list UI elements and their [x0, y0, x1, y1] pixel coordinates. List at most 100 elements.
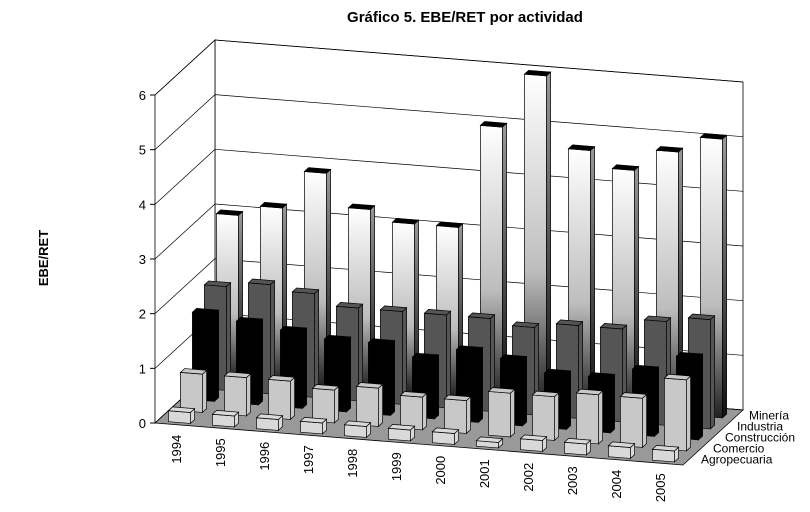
bar — [563, 438, 592, 456]
bar-side — [246, 373, 251, 417]
bar — [531, 390, 560, 442]
bar — [167, 406, 196, 425]
bar-top — [687, 313, 716, 320]
bar-top — [487, 387, 516, 394]
bar-top — [255, 413, 284, 420]
bar-side — [698, 353, 703, 441]
bar-side — [390, 339, 395, 417]
bar — [223, 371, 252, 417]
bar-front — [312, 387, 335, 424]
bar — [399, 391, 428, 431]
bar-top — [499, 354, 528, 361]
y-tick-label: 1 — [139, 361, 146, 376]
series-label: Agropecuaria — [701, 453, 773, 467]
bar-top — [279, 325, 308, 333]
bar-top — [479, 121, 508, 128]
bar-side — [598, 390, 603, 445]
bar-front — [608, 445, 631, 459]
bar-front — [444, 398, 467, 434]
bar-top — [575, 388, 604, 396]
bar-top — [651, 445, 680, 452]
bar-top — [607, 441, 636, 448]
bar-side — [522, 355, 527, 427]
x-tick-label: 1997 — [301, 445, 316, 474]
bar-top — [391, 217, 420, 225]
bar-top — [655, 146, 684, 153]
bar-top — [643, 315, 672, 322]
bar-front — [388, 427, 411, 442]
bar-top — [443, 394, 472, 401]
bar-top — [203, 280, 232, 287]
bar-top — [611, 164, 640, 171]
bar-side — [686, 375, 691, 452]
bar-top — [223, 371, 252, 379]
bar-top — [475, 436, 504, 443]
y-tick-label: 4 — [139, 197, 146, 212]
grid-line — [154, 94, 744, 150]
bar-side — [610, 373, 615, 434]
bar — [431, 427, 460, 446]
bar — [475, 436, 504, 449]
y-tick-label: 0 — [139, 416, 146, 431]
bar-top — [311, 384, 340, 391]
bar-top — [435, 221, 464, 228]
x-tick-label: 1994 — [169, 435, 184, 464]
bar-front — [212, 413, 235, 428]
grid-line — [154, 203, 744, 260]
y-tick-label: 3 — [139, 252, 146, 267]
x-tick-label: 2005 — [653, 473, 668, 502]
bar-front — [224, 375, 247, 417]
x-tick-label: 2001 — [477, 459, 492, 488]
bar-side — [402, 306, 407, 406]
bar — [607, 441, 636, 460]
bar — [211, 410, 240, 428]
bar-side — [346, 336, 351, 413]
bar — [487, 387, 516, 438]
bar-top — [467, 312, 496, 319]
y-tick-label: 2 — [139, 307, 146, 322]
bar-top — [543, 368, 572, 376]
bar-top — [531, 390, 560, 398]
bar-side — [290, 376, 295, 421]
bar-top — [511, 321, 540, 328]
bar-top — [387, 424, 416, 431]
bar-top — [399, 391, 428, 398]
bar-side — [590, 145, 595, 409]
bar-front — [532, 394, 555, 441]
bar — [355, 382, 384, 428]
bar-top — [455, 345, 484, 352]
bar-side — [434, 354, 439, 420]
bar-front — [268, 379, 291, 420]
bar-top — [303, 167, 332, 174]
series-label: Minería — [749, 409, 789, 423]
bar-top — [619, 392, 648, 399]
bar-side — [510, 388, 515, 438]
bar — [267, 375, 296, 421]
bar-front — [652, 448, 675, 463]
bar-side — [654, 366, 659, 438]
bar-front — [300, 420, 323, 435]
bar-top — [599, 323, 628, 330]
bar-side — [554, 392, 559, 442]
bar-side — [466, 395, 471, 435]
bar — [575, 388, 604, 445]
bar-top — [215, 209, 244, 216]
grid-line — [154, 258, 744, 314]
bar — [663, 373, 692, 452]
x-tick-label: 1998 — [345, 449, 360, 478]
bar-front — [488, 391, 511, 438]
grid-line — [154, 39, 744, 96]
bar-top — [211, 410, 240, 417]
bar-side — [722, 134, 727, 419]
x-tick-label: 2002 — [521, 463, 536, 492]
bar-front — [520, 438, 543, 452]
bar-top — [167, 406, 196, 413]
bar-top — [423, 309, 452, 316]
bar-front — [256, 417, 279, 431]
bar-top — [567, 144, 596, 151]
bar-top — [563, 438, 592, 445]
bar-top — [343, 420, 372, 427]
bar-top — [259, 202, 288, 209]
x-tick-label: 1996 — [257, 442, 272, 471]
